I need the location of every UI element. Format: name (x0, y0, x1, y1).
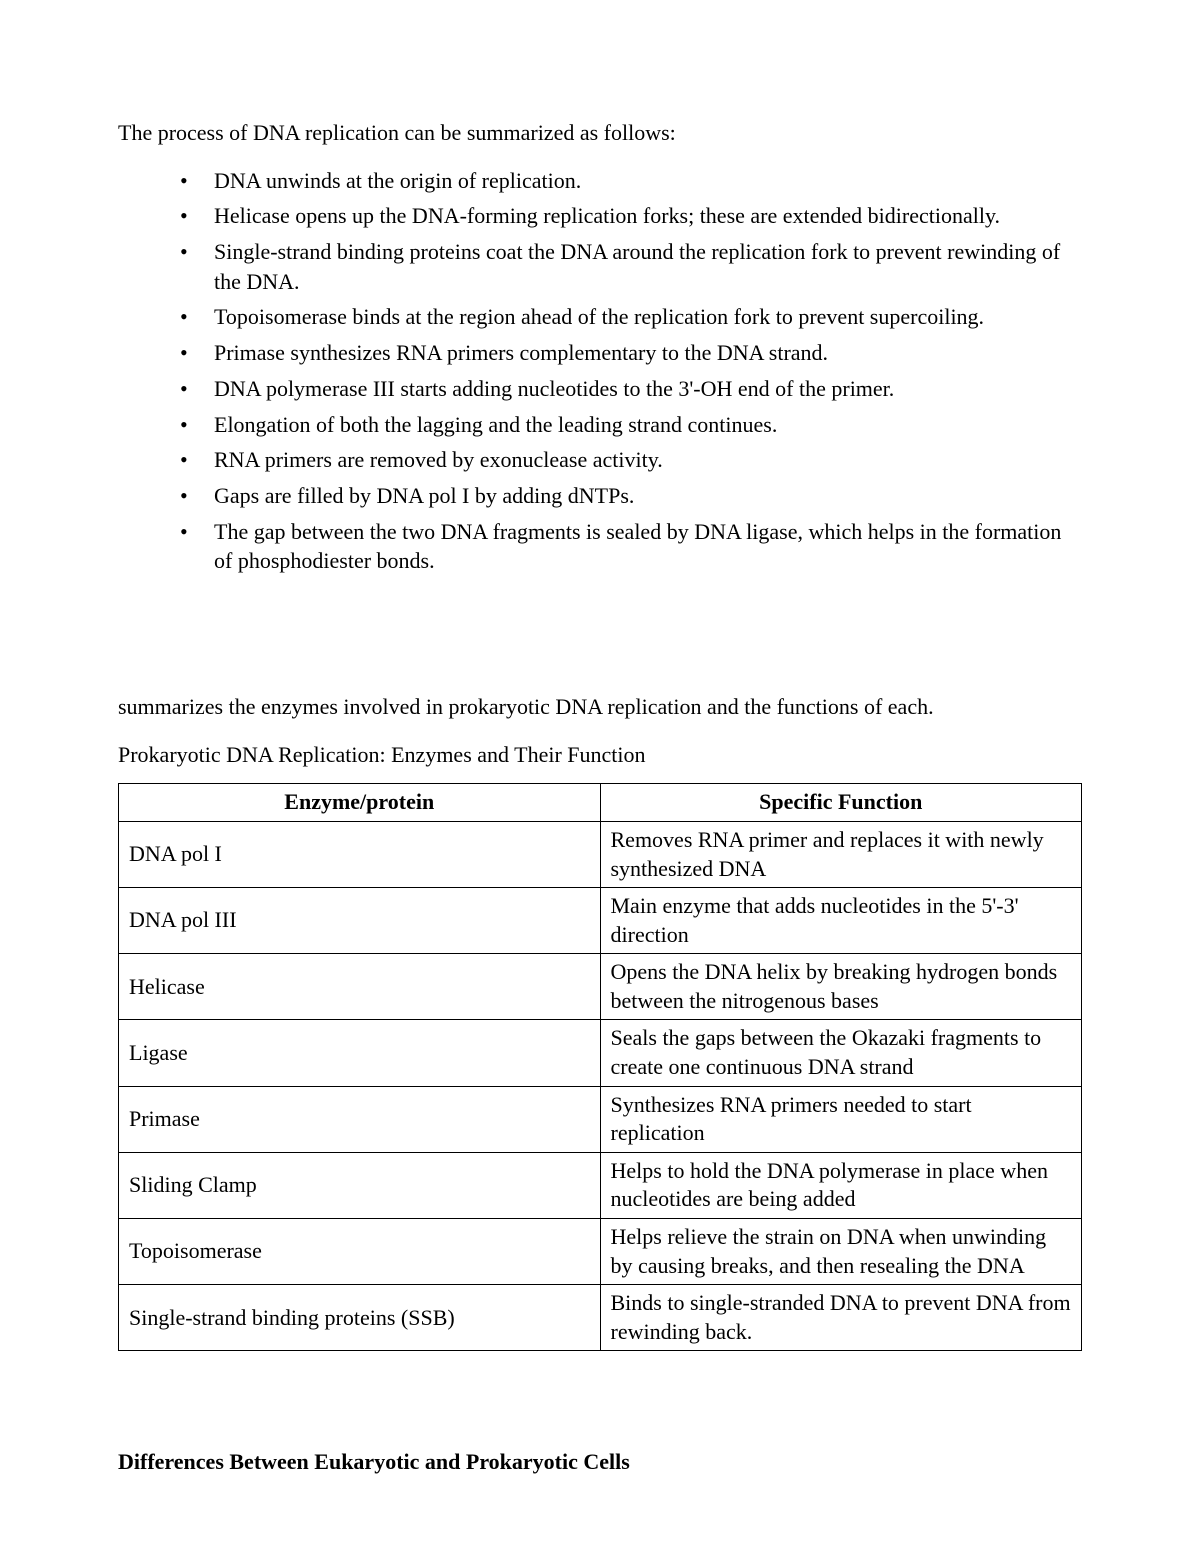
bullet-text: Topoisomerase binds at the region ahead … (214, 304, 984, 329)
spacer (118, 582, 1082, 692)
cell-enzyme: Helicase (119, 954, 601, 1020)
cell-enzyme: Ligase (119, 1020, 601, 1086)
bullet-text: DNA polymerase III starts adding nucleot… (214, 376, 894, 401)
cell-enzyme: DNA pol I (119, 821, 601, 887)
list-item: Primase synthesizes RNA primers compleme… (180, 338, 1082, 368)
table-title: Prokaryotic DNA Replication: Enzymes and… (118, 740, 1082, 770)
section-heading: Differences Between Eukaryotic and Proka… (118, 1447, 1082, 1477)
summary-bullet-list: DNA unwinds at the origin of replication… (118, 166, 1082, 576)
table-row: Topoisomerase Helps relieve the strain o… (119, 1219, 1082, 1285)
list-item: Helicase opens up the DNA-forming replic… (180, 201, 1082, 231)
cell-enzyme: DNA pol III (119, 888, 601, 954)
cell-function: Opens the DNA helix by breaking hydrogen… (600, 954, 1082, 1020)
list-item: RNA primers are removed by exonuclease a… (180, 445, 1082, 475)
intro-paragraph: The process of DNA replication can be su… (118, 118, 1082, 148)
list-item: The gap between the two DNA fragments is… (180, 517, 1082, 576)
table-header-row: Enzyme/protein Specific Function (119, 784, 1082, 822)
spacer (118, 1351, 1082, 1447)
bullet-text: DNA unwinds at the origin of replication… (214, 168, 581, 193)
cell-function: Helps to hold the DNA polymerase in plac… (600, 1152, 1082, 1218)
cell-function: Binds to single-stranded DNA to prevent … (600, 1285, 1082, 1351)
list-item: DNA unwinds at the origin of replication… (180, 166, 1082, 196)
list-item: Gaps are filled by DNA pol I by adding d… (180, 481, 1082, 511)
table-row: DNA pol I Removes RNA primer and replace… (119, 821, 1082, 887)
list-item: Topoisomerase binds at the region ahead … (180, 302, 1082, 332)
bullet-text: Single-strand binding proteins coat the … (214, 239, 1060, 294)
cell-enzyme: Topoisomerase (119, 1219, 601, 1285)
cell-function: Removes RNA primer and replaces it with … (600, 821, 1082, 887)
table-row: Ligase Seals the gaps between the Okazak… (119, 1020, 1082, 1086)
bullet-text: Primase synthesizes RNA primers compleme… (214, 340, 828, 365)
col-header-function: Specific Function (600, 784, 1082, 822)
table-row: DNA pol III Main enzyme that adds nucleo… (119, 888, 1082, 954)
bullet-text: Helicase opens up the DNA-forming replic… (214, 203, 1000, 228)
cell-function: Seals the gaps between the Okazaki fragm… (600, 1020, 1082, 1086)
bullet-text: The gap between the two DNA fragments is… (214, 519, 1061, 574)
table-row: Primase Synthesizes RNA primers needed t… (119, 1086, 1082, 1152)
cell-enzyme: Primase (119, 1086, 601, 1152)
bullet-text: Elongation of both the lagging and the l… (214, 412, 777, 437)
col-header-enzyme: Enzyme/protein (119, 784, 601, 822)
list-item: DNA polymerase III starts adding nucleot… (180, 374, 1082, 404)
list-item: Single-strand binding proteins coat the … (180, 237, 1082, 296)
cell-function: Main enzyme that adds nucleotides in the… (600, 888, 1082, 954)
list-item: Elongation of both the lagging and the l… (180, 410, 1082, 440)
cell-enzyme: Single-strand binding proteins (SSB) (119, 1285, 601, 1351)
bullet-text: Gaps are filled by DNA pol I by adding d… (214, 483, 634, 508)
cell-enzyme: Sliding Clamp (119, 1152, 601, 1218)
table-row: Single-strand binding proteins (SSB) Bin… (119, 1285, 1082, 1351)
summary-sentence: summarizes the enzymes involved in proka… (118, 692, 1082, 722)
table-row: Sliding Clamp Helps to hold the DNA poly… (119, 1152, 1082, 1218)
cell-function: Helps relieve the strain on DNA when unw… (600, 1219, 1082, 1285)
enzymes-table: Enzyme/protein Specific Function DNA pol… (118, 783, 1082, 1351)
cell-function: Synthesizes RNA primers needed to start … (600, 1086, 1082, 1152)
bullet-text: RNA primers are removed by exonuclease a… (214, 447, 663, 472)
document-page: The process of DNA replication can be su… (0, 0, 1200, 1553)
table-row: Helicase Opens the DNA helix by breaking… (119, 954, 1082, 1020)
